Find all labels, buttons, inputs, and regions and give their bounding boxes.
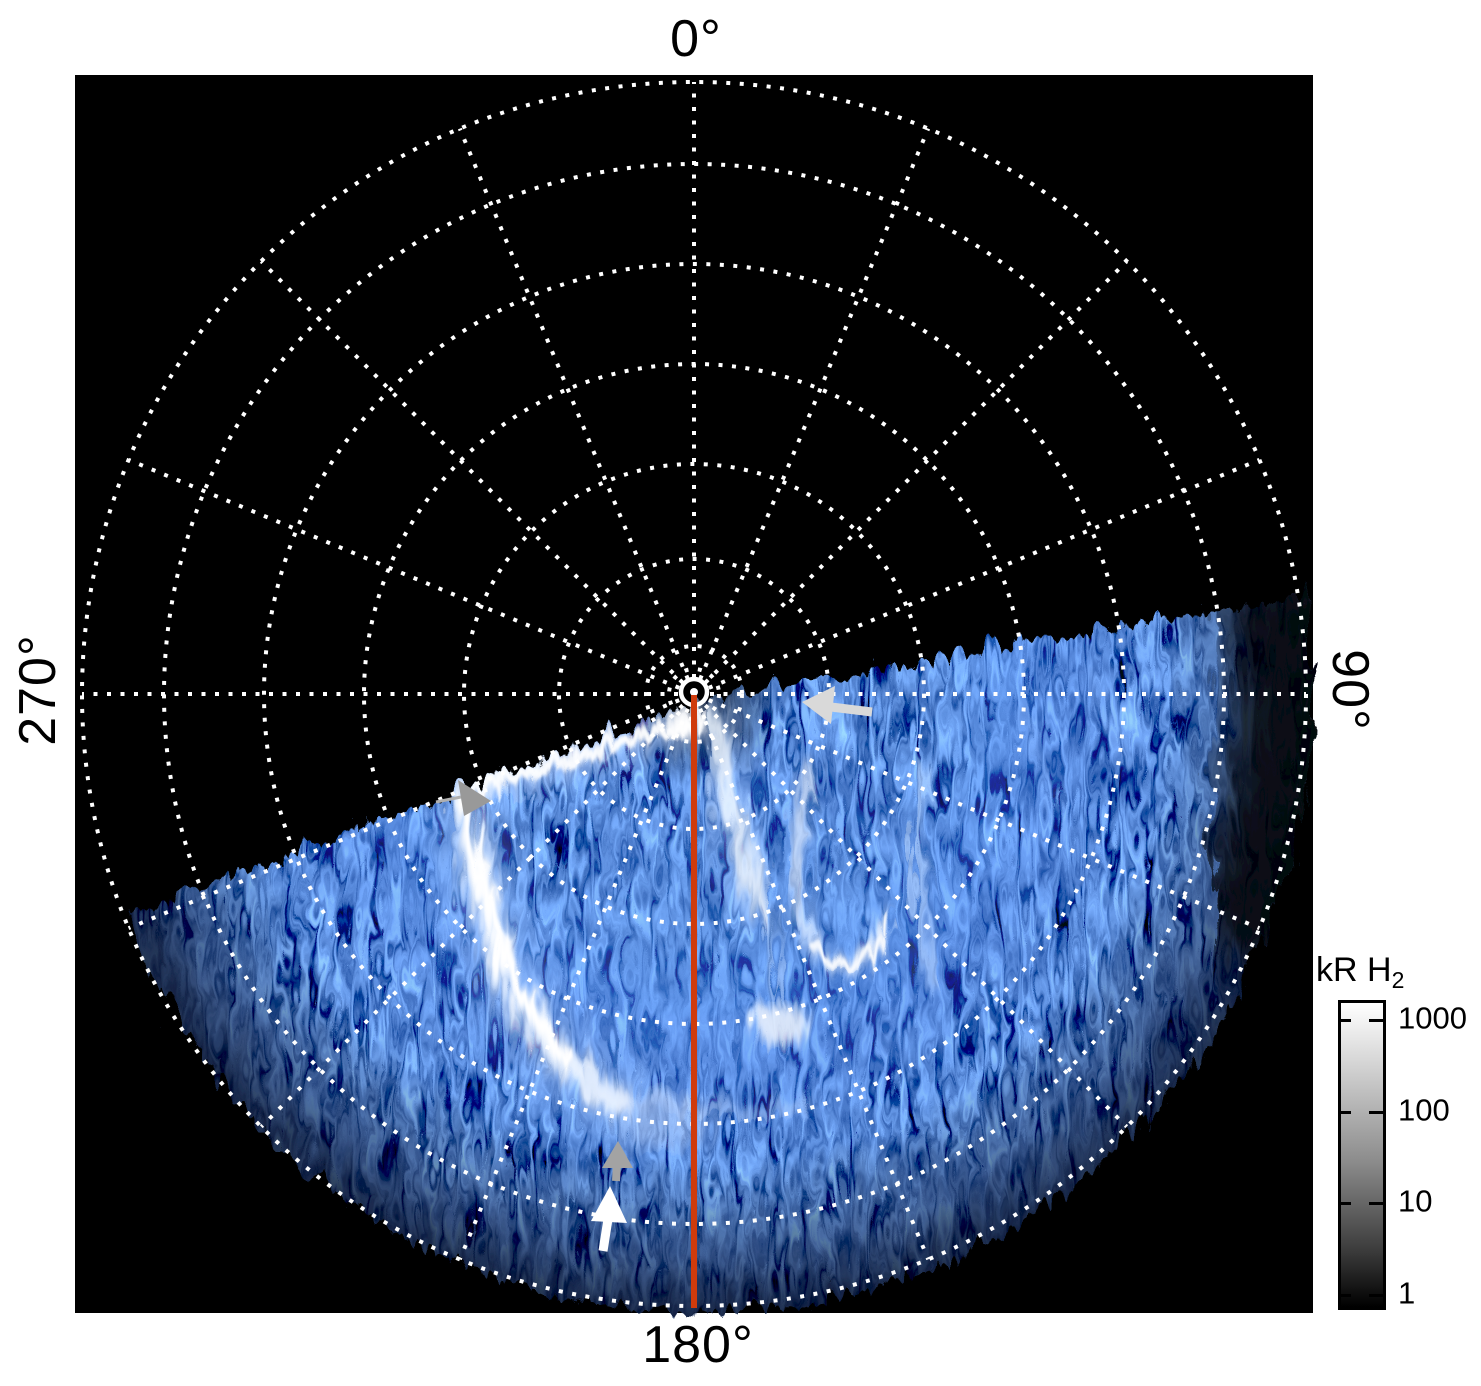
colorbar-label-100: 100	[1398, 1092, 1450, 1128]
colorbar-label-1: 1	[1398, 1275, 1416, 1311]
grid-radial-line	[259, 703, 685, 1129]
grid-radial-line	[698, 127, 931, 680]
grid-radial-line	[127, 457, 680, 690]
grid-circle	[667, 667, 721, 721]
colorbar-tick	[1369, 1294, 1383, 1297]
grid-radial-line	[127, 698, 680, 931]
grid-radial-line	[259, 259, 685, 685]
colorbar-label-10: 10	[1398, 1183, 1433, 1219]
aurora-faint-streaks	[1006, 661, 1124, 804]
grid-radial-line	[698, 708, 931, 1261]
grid-radial-line	[703, 259, 1129, 685]
colorbar-title-subscript: 2	[1391, 967, 1405, 993]
colorbar-tick	[1341, 1111, 1351, 1114]
grid-radial-line	[703, 703, 1129, 1129]
grid-radial-line	[708, 457, 1261, 690]
pole-dot	[690, 688, 698, 696]
colorbar-tick	[1341, 1294, 1351, 1297]
white-arrow-left-icon	[802, 686, 873, 724]
azimuth-label-270: 270°	[9, 634, 67, 746]
colorbar-label-1000: 1000	[1398, 1000, 1467, 1036]
colorbar-gradient	[1338, 1000, 1386, 1310]
azimuth-label-0: 0°	[670, 10, 722, 68]
azimuth-label-90: 90°	[1321, 649, 1379, 731]
azimuth-label-180: 180°	[642, 1316, 754, 1374]
aurora-rim-fade	[1174, 587, 1306, 969]
aurora-poleward-edge-band	[451, 696, 707, 801]
gray-arrow-up-icon	[602, 1141, 633, 1182]
aurora-hook-arc	[740, 756, 934, 1038]
colorbar-tick	[1341, 1202, 1351, 1205]
colorbar-title-text: kR H	[1316, 951, 1392, 989]
colorbar-tick	[1369, 1111, 1383, 1114]
gray-arrowhead-icon	[435, 780, 491, 816]
white-arrow-up-icon	[591, 1186, 627, 1252]
grid-circle	[644, 644, 744, 744]
colorbar-tick	[1369, 1202, 1383, 1205]
grid-radial-line	[457, 708, 690, 1261]
colorbar-tick	[1341, 1019, 1351, 1022]
grid-radial-line	[708, 698, 1261, 931]
colorbar-title: kR H2	[1316, 953, 1404, 992]
grid-circle	[462, 462, 926, 926]
colorbar-tick	[1369, 1019, 1383, 1022]
grid-radial-line	[457, 127, 690, 680]
